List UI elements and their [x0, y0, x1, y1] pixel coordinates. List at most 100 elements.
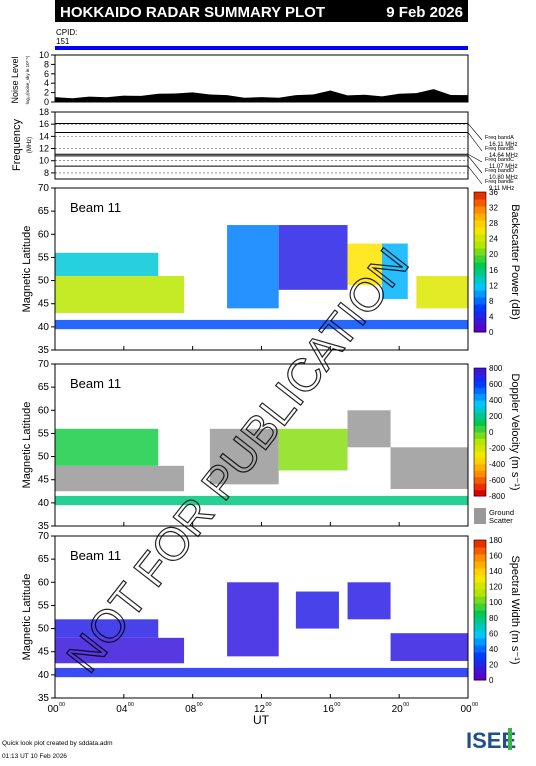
heatmap-cell — [278, 225, 348, 290]
time-xtick-label: 00 — [460, 704, 472, 715]
frequency-band-leader — [467, 165, 483, 185]
colorbar-segment — [474, 568, 486, 576]
frequency-ytick-label: 10 — [39, 156, 49, 166]
colorbar-tick-label: -800 — [489, 492, 506, 501]
latitude-ytick-label: 45 — [38, 299, 50, 310]
heatmap-cell — [55, 428, 159, 466]
time-xtick-sup: 00 — [59, 702, 65, 708]
noise-frame — [54, 54, 469, 103]
colorbar-segment — [474, 457, 486, 465]
colorbar-tick-label: 140 — [489, 567, 503, 576]
frequency-bands — [55, 123, 468, 167]
latitude-ytick-label: 65 — [38, 554, 50, 565]
colorbar-tick-label: 160 — [489, 552, 503, 561]
colorbar-tick-label: -400 — [489, 460, 506, 469]
time-xtick-label: 16 — [323, 704, 335, 715]
frequency-band-name: Freq bandB — [485, 146, 514, 152]
noise-ytick-label: 6 — [44, 69, 49, 79]
time-xtick-sup: 00 — [472, 702, 478, 708]
colorbar-tick-label: 20 — [489, 660, 498, 669]
colorbar-segment — [474, 262, 486, 270]
colorbar-segment — [474, 617, 486, 625]
colorbar-tick-label: 0 — [489, 676, 494, 685]
latitude-ytick-label: 45 — [38, 647, 50, 658]
colorbar-tick-label: 400 — [489, 396, 503, 405]
colorbar-segment — [474, 603, 486, 611]
noise-ylabel: Noise Level — [10, 56, 20, 103]
colorbar-segment — [474, 666, 486, 674]
colorbar-tick-label: 4 — [489, 312, 494, 321]
colorbar-segment — [474, 192, 486, 200]
colorbar-segment — [474, 438, 486, 446]
latitude-ytick-label: 60 — [38, 577, 50, 588]
colorbar-segment — [474, 419, 486, 427]
colorbar-segment — [474, 311, 486, 319]
colorbar-segment — [474, 297, 486, 305]
colorbar-segment — [474, 589, 486, 597]
noise-ytick-label: 2 — [44, 88, 49, 98]
colorbar-tick-label: -600 — [489, 476, 506, 485]
colorbar-tick-label: 12 — [489, 281, 498, 290]
colorbar-tick-label: 800 — [489, 364, 503, 373]
time-xtick-sup: 00 — [403, 702, 409, 708]
colorbar-segment — [474, 248, 486, 256]
heatmap-cell — [295, 591, 339, 629]
colorbar-segment — [474, 290, 486, 298]
colorbar-segment — [474, 489, 486, 497]
noise-ytick-label: 4 — [44, 78, 49, 88]
colorbar-segment — [474, 318, 486, 326]
latitude-ytick-label: 60 — [38, 405, 50, 416]
heatmap-cell — [55, 252, 159, 276]
ground-scatter-label: Scatter — [489, 516, 513, 525]
beam-label: Beam 11 — [70, 200, 121, 215]
colorbar-segment — [474, 304, 486, 312]
latitude-ytick-label: 70 — [38, 531, 50, 542]
colorbar-tick-label: 60 — [489, 629, 498, 638]
noise-area — [55, 89, 468, 102]
latitude-ytick-label: 60 — [38, 229, 50, 240]
colorbar-tick-label: 0 — [489, 328, 494, 337]
colorbar-segment — [474, 631, 486, 639]
colorbar-tick-label: 20 — [489, 250, 498, 259]
colorbar-segment — [474, 451, 486, 459]
heatmap-cell — [347, 243, 382, 286]
colorbar-segment — [474, 425, 486, 433]
beam-label: Beam 11 — [70, 548, 121, 563]
colorbar-tick-label: 80 — [489, 614, 498, 623]
ground-scatter-label: Ground — [489, 508, 514, 517]
velocity-panel: 35 40 45 50 55 60 65 70 Beam 11 Magnetic Latitude… — [21, 359, 521, 532]
frequency-band-leader — [467, 155, 483, 174]
frequency-band-name: Freq bandA — [485, 135, 514, 141]
colorbar-tick-label: 40 — [489, 645, 498, 654]
frequency-ylabel: Frequency — [11, 119, 23, 171]
heatmap-cell — [55, 637, 185, 664]
noise-ylabel-sub: log₁₀(noise_sky in 10⁵ˉ⁵) — [25, 55, 30, 104]
colorbar-label: Backscatter Power (dB) — [509, 204, 521, 320]
colorbar-segment — [474, 444, 486, 452]
colorbar-tick-label: 36 — [489, 188, 498, 197]
colorbar-segment — [474, 673, 486, 681]
latitude-ytick-label: 35 — [38, 521, 50, 532]
colorbar-segment — [474, 220, 486, 228]
heatmap-cell — [381, 243, 408, 300]
heatmap-cell — [390, 633, 468, 661]
colorbar-segment — [474, 582, 486, 590]
colorbar-tick-label: 16 — [489, 266, 498, 275]
colorbar-segment — [474, 269, 486, 277]
latitude-ytick-label: 50 — [38, 452, 50, 463]
time-xtick-sup: 00 — [128, 702, 134, 708]
frequency-band-value: 10.80 MHz — [489, 175, 518, 181]
colorbar-segment — [474, 325, 486, 333]
colorbar-segment — [474, 554, 486, 562]
latitude-ytick-label: 35 — [38, 693, 50, 704]
colorbar-tick-label: 28 — [489, 219, 498, 228]
colorbar-segment — [474, 234, 486, 242]
noise-ytick-label: 10 — [39, 50, 49, 60]
colorbar-tick-label: -200 — [489, 444, 506, 453]
latitude-ytick-label: 50 — [38, 276, 50, 287]
colorbar-tick-label: 180 — [489, 536, 503, 545]
